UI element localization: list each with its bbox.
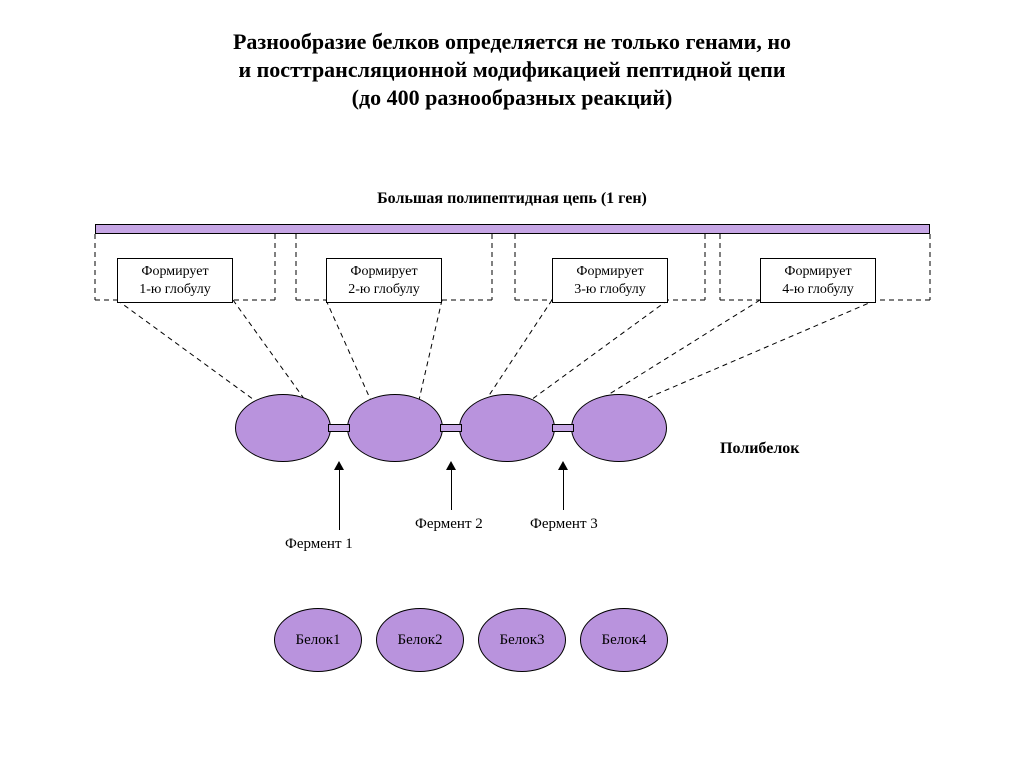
enzyme-arrow-3 bbox=[563, 470, 564, 510]
enzyme-arrow-1 bbox=[339, 470, 340, 530]
segment-label-2: Формирует2-ю глобулу bbox=[326, 258, 442, 303]
protein-label: Белок4 bbox=[601, 632, 646, 649]
segment-label-3: Формирует3-ю глобулу bbox=[552, 258, 668, 303]
polypeptide-chain-bar bbox=[95, 224, 930, 234]
page-title: Разнообразие белков определяется не толь… bbox=[0, 28, 1024, 112]
globule-connector-2 bbox=[440, 424, 462, 432]
segment-label-text: Формирует2-ю глобулу bbox=[348, 264, 420, 297]
enzyme-arrowhead-2 bbox=[446, 461, 456, 470]
protein-label: Белок2 bbox=[397, 632, 442, 649]
segment-label-text: Формирует4-ю глобулу bbox=[782, 264, 854, 297]
protein-globule-1: Белок1 bbox=[274, 608, 362, 672]
protein-globule-4: Белок4 bbox=[580, 608, 668, 672]
globule-2 bbox=[347, 394, 443, 462]
globule-4 bbox=[571, 394, 667, 462]
segment-label-text: Формирует1-ю глобулу bbox=[139, 264, 211, 297]
chain-subtitle: Большая полипептидная цепь (1 ген) bbox=[0, 190, 1024, 208]
globule-connector-3 bbox=[552, 424, 574, 432]
globule-3 bbox=[459, 394, 555, 462]
polyprotein-label: Полибелок bbox=[720, 440, 800, 458]
enzyme-arrow-2 bbox=[451, 470, 452, 510]
globule-connector-1 bbox=[328, 424, 350, 432]
segment-label-1: Формирует1-ю глобулу bbox=[117, 258, 233, 303]
protein-label: Белок3 bbox=[499, 632, 544, 649]
protein-globule-3: Белок3 bbox=[478, 608, 566, 672]
segment-label-text: Формирует3-ю глобулу bbox=[574, 264, 646, 297]
enzyme-arrowhead-1 bbox=[334, 461, 344, 470]
diagram-root: Разнообразие белков определяется не толь… bbox=[0, 0, 1024, 768]
enzyme-label-2: Фермент 2 bbox=[415, 516, 483, 533]
enzyme-label-3: Фермент 3 bbox=[530, 516, 598, 533]
globule-1 bbox=[235, 394, 331, 462]
enzyme-label-1: Фермент 1 bbox=[285, 536, 353, 553]
protein-label: Белок1 bbox=[295, 632, 340, 649]
protein-globule-2: Белок2 bbox=[376, 608, 464, 672]
enzyme-arrowhead-3 bbox=[558, 461, 568, 470]
segment-label-4: Формирует4-ю глобулу bbox=[760, 258, 876, 303]
